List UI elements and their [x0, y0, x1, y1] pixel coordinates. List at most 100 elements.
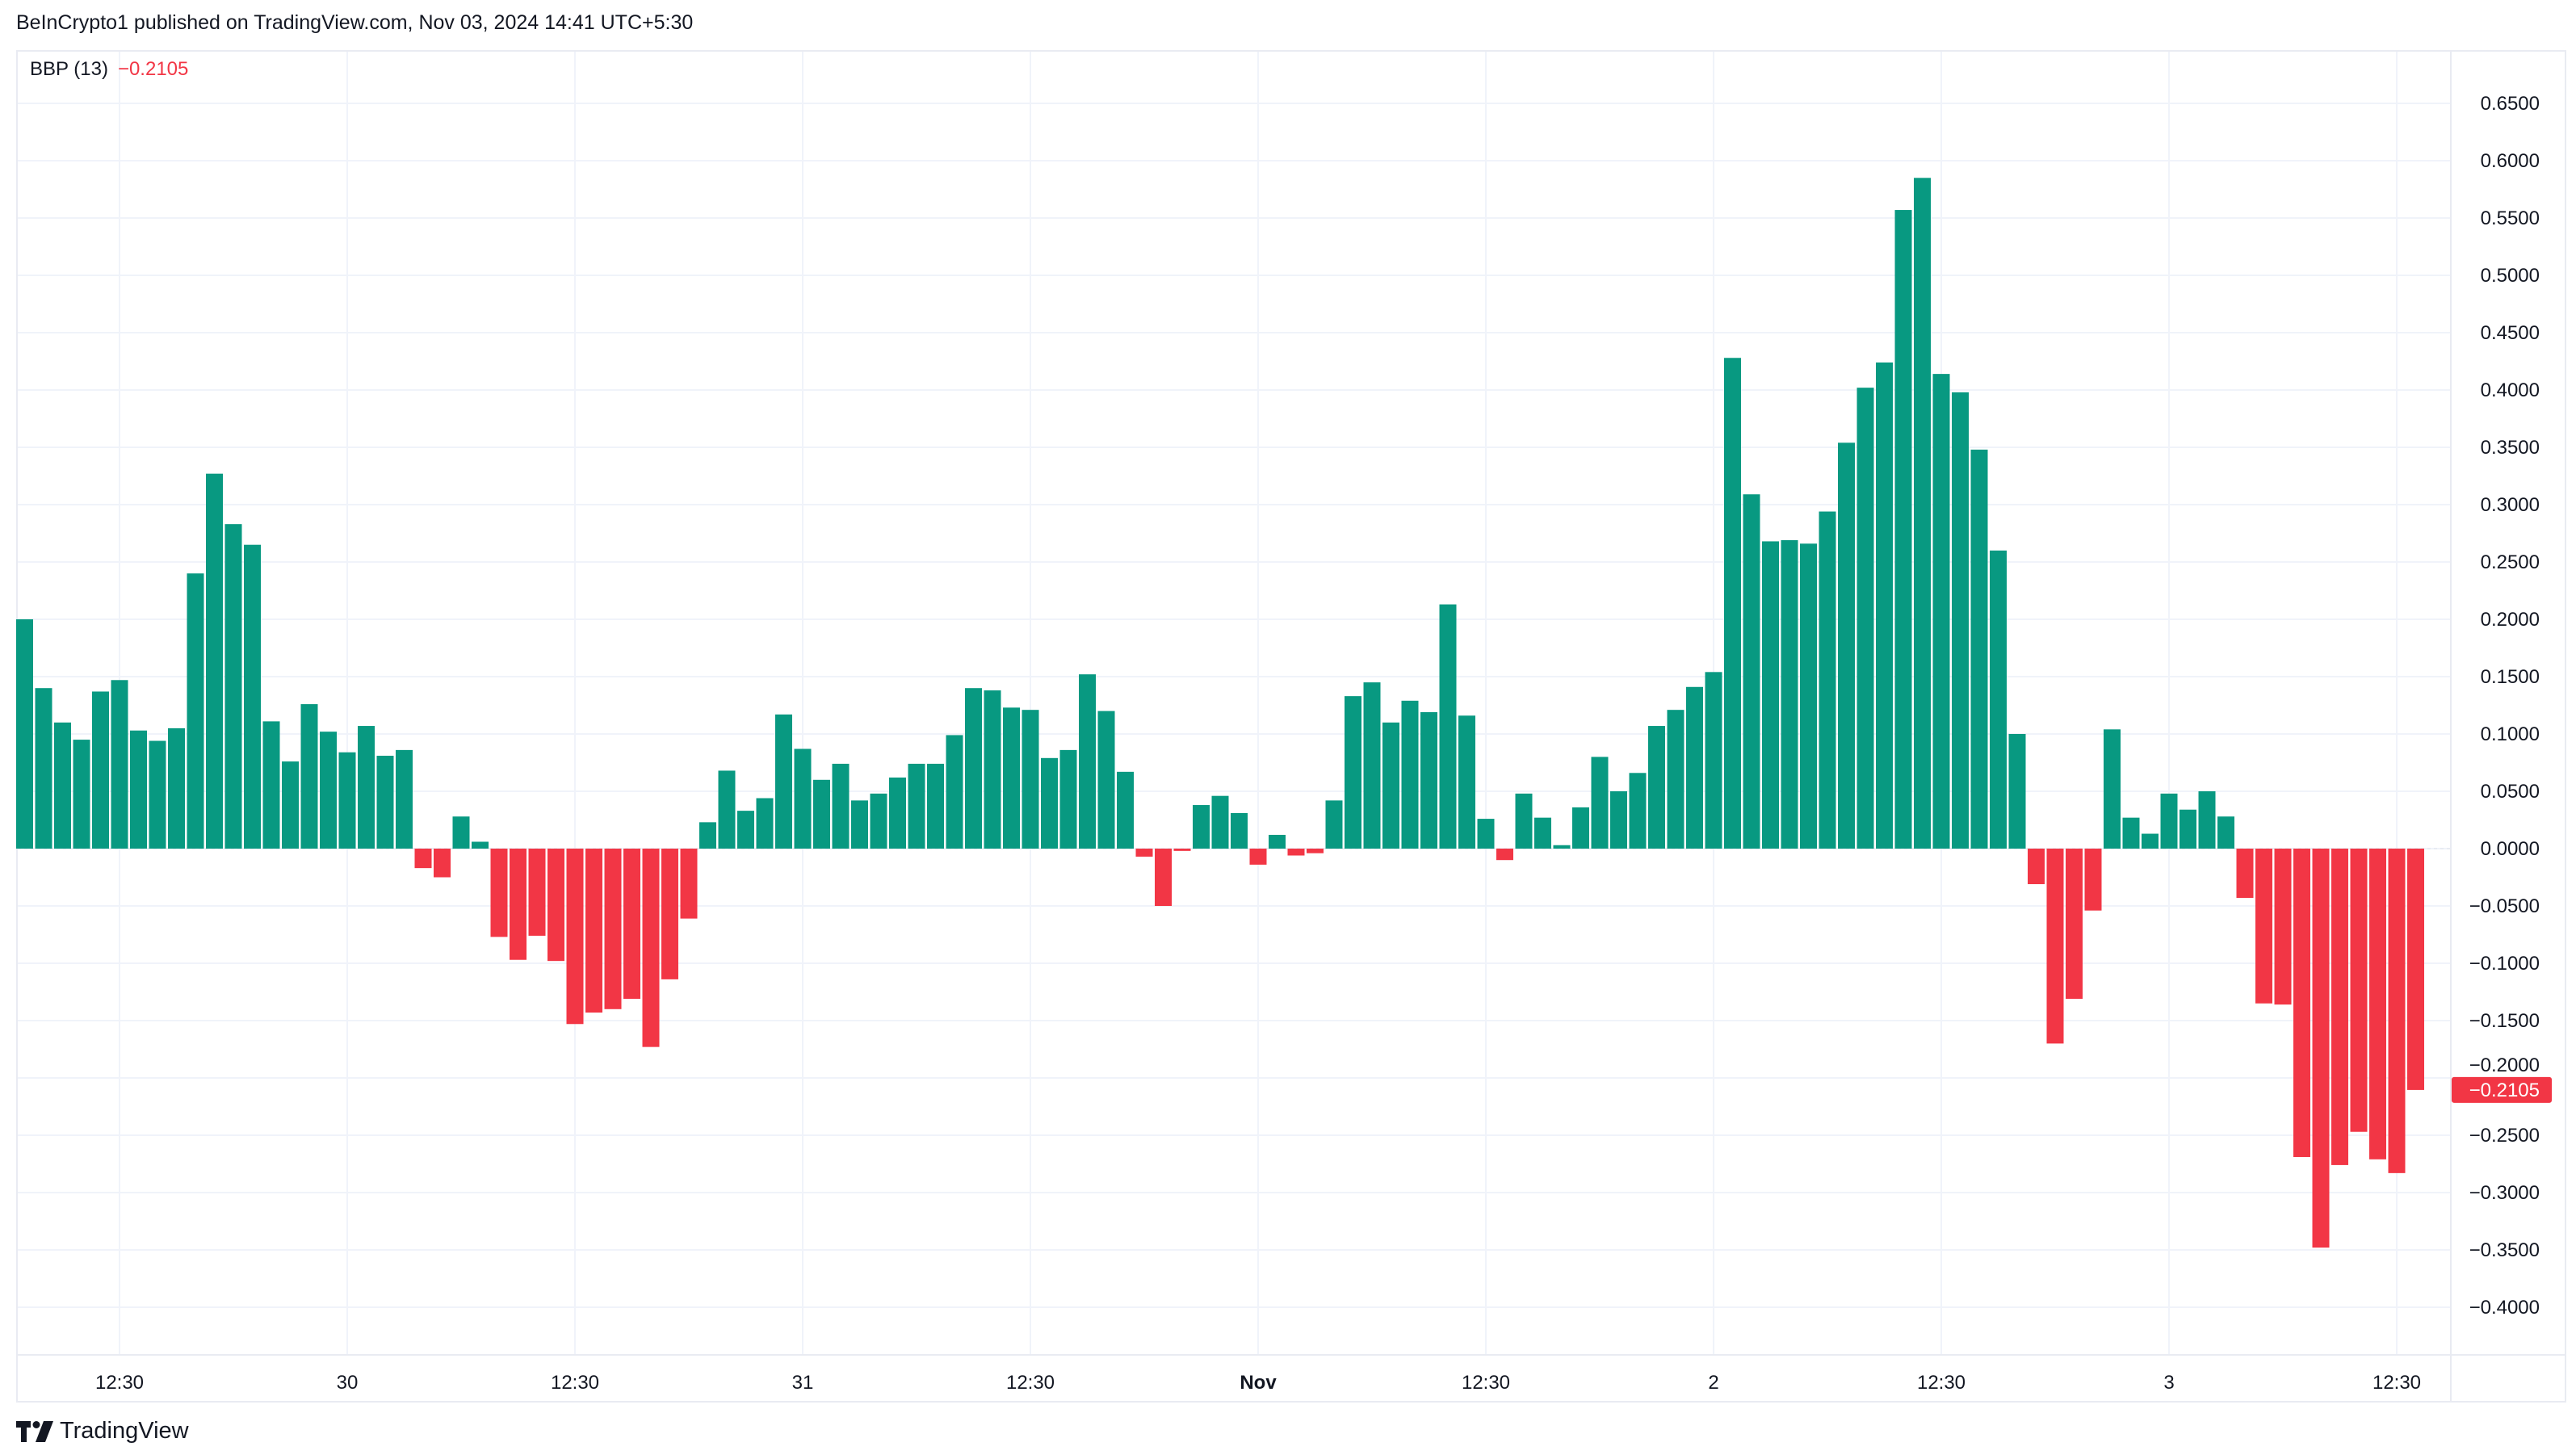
- histogram-bar: [111, 680, 128, 849]
- histogram-bar: [2369, 849, 2386, 1159]
- y-tick-label: −0.3500: [2469, 1239, 2540, 1261]
- histogram-bar: [1553, 845, 1571, 849]
- x-tick-label: 3: [2163, 1372, 2174, 1394]
- indicator-value: −0.2105: [117, 58, 189, 80]
- y-tick-label: −0.2000: [2469, 1055, 2540, 1076]
- histogram-bar: [262, 721, 280, 849]
- histogram-bar: [1724, 358, 1741, 849]
- histogram-bar: [2142, 833, 2159, 849]
- y-tick-label: 0.2000: [2481, 609, 2540, 631]
- x-tick-label: 30: [337, 1372, 359, 1394]
- histogram-bar: [1079, 674, 1096, 849]
- histogram-bar: [1135, 849, 1153, 857]
- histogram-bar: [813, 779, 830, 849]
- histogram-bar: [1477, 819, 1495, 849]
- histogram-bar: [1097, 711, 1115, 849]
- histogram-bar: [1059, 749, 1077, 849]
- y-tick-label: 0.0000: [2481, 838, 2540, 860]
- histogram-bar: [2331, 849, 2348, 1165]
- histogram-bar: [756, 798, 774, 849]
- histogram-bar: [1894, 210, 1912, 849]
- indicator-legend[interactable]: BBP (13) −0.2105: [30, 58, 188, 81]
- histogram-bar: [149, 740, 166, 849]
- histogram-bar: [585, 849, 602, 1013]
- histogram-bar: [737, 811, 754, 849]
- histogram-bar: [16, 619, 33, 849]
- histogram-bar: [1515, 793, 1533, 849]
- y-tick-label: 0.5000: [2481, 265, 2540, 287]
- histogram-bar: [1686, 686, 1703, 849]
- histogram-bar: [376, 755, 394, 849]
- histogram-bar: [490, 849, 508, 937]
- histogram-bar: [300, 704, 318, 849]
- histogram-bar: [2104, 729, 2121, 849]
- y-tick-label: 0.3500: [2481, 437, 2540, 459]
- x-tick-label: 12:30: [1917, 1372, 1966, 1394]
- y-tick-label: −0.1500: [2469, 1010, 2540, 1032]
- histogram-bar: [2255, 849, 2272, 1004]
- histogram-bar: [1211, 795, 1229, 849]
- y-tick-label: 0.4000: [2481, 379, 2540, 401]
- histogram-bar: [2066, 849, 2083, 1000]
- histogram-bar: [338, 752, 356, 849]
- histogram-bar: [1932, 374, 1950, 849]
- y-tick-label: 0.4500: [2481, 322, 2540, 344]
- histogram-bar: [2274, 849, 2292, 1005]
- histogram-bar: [1667, 710, 1684, 849]
- histogram-bar: [2008, 734, 2026, 849]
- histogram-bar: [1648, 726, 1665, 849]
- publish-info: BeInCrypto1 published on TradingView.com…: [16, 11, 694, 34]
- histogram-bar: [642, 849, 660, 1047]
- histogram-bar: [1819, 511, 1836, 849]
- histogram-bar: [2180, 809, 2196, 849]
- histogram-bar: [1762, 541, 1779, 849]
- y-tick-label: 0.6500: [2481, 93, 2540, 115]
- y-tick-label: −0.0500: [2469, 895, 2540, 917]
- x-tick-label: 12:30: [1462, 1372, 1510, 1394]
- histogram-bar: [1041, 757, 1058, 849]
- histogram-bar: [1534, 817, 1551, 849]
- histogram-bar: [320, 732, 337, 849]
- histogram-bar: [1420, 712, 1437, 849]
- histogram-bar: [2312, 849, 2330, 1248]
- histogram-bar: [699, 822, 716, 849]
- histogram-bar: [1117, 771, 1134, 849]
- histogram-bar: [851, 800, 868, 849]
- x-tick-label: 12:30: [1006, 1372, 1055, 1394]
- histogram-bar: [1856, 388, 1874, 849]
- x-tick-label: 2: [1708, 1372, 1718, 1394]
- indicator-name: BBP (13): [30, 58, 108, 80]
- histogram-bar: [282, 761, 299, 849]
- histogram-bar: [1382, 722, 1399, 849]
- histogram-bar: [984, 690, 1001, 849]
- histogram-bar: [528, 849, 546, 936]
- tradingview-logo[interactable]: TradingView: [16, 1418, 189, 1445]
- histogram-bar: [775, 714, 792, 849]
- tradingview-logo-icon: [16, 1420, 53, 1442]
- histogram-bar: [434, 849, 451, 878]
- histogram-bar: [1022, 710, 1039, 849]
- histogram-bar: [452, 816, 470, 849]
- histogram-bar: [1325, 800, 1343, 849]
- histogram-bar: [2407, 849, 2424, 1090]
- histogram-bar: [1269, 834, 1286, 849]
- y-tick-label: 0.2500: [2481, 551, 2540, 573]
- histogram-bar: [2122, 817, 2140, 849]
- histogram-bar: [2293, 849, 2310, 1157]
- histogram-bar: [2350, 849, 2368, 1132]
- histogram-bar: [927, 763, 944, 849]
- y-tick-label: 0.0500: [2481, 781, 2540, 803]
- histogram-bar: [623, 849, 640, 1000]
- histogram-bar: [1781, 540, 1798, 849]
- histogram-bar: [1496, 849, 1513, 861]
- histogram-bar: [680, 849, 698, 919]
- histogram-bar: [510, 849, 527, 960]
- histogram-bar: [244, 544, 261, 849]
- histogram-bar: [1155, 849, 1172, 906]
- histogram-bar: [472, 841, 489, 849]
- histogram-bar: [1876, 362, 1893, 849]
- x-tick-label: 12:30: [551, 1372, 599, 1394]
- histogram-bar: [168, 728, 185, 849]
- histogram-bar: [1970, 449, 1988, 849]
